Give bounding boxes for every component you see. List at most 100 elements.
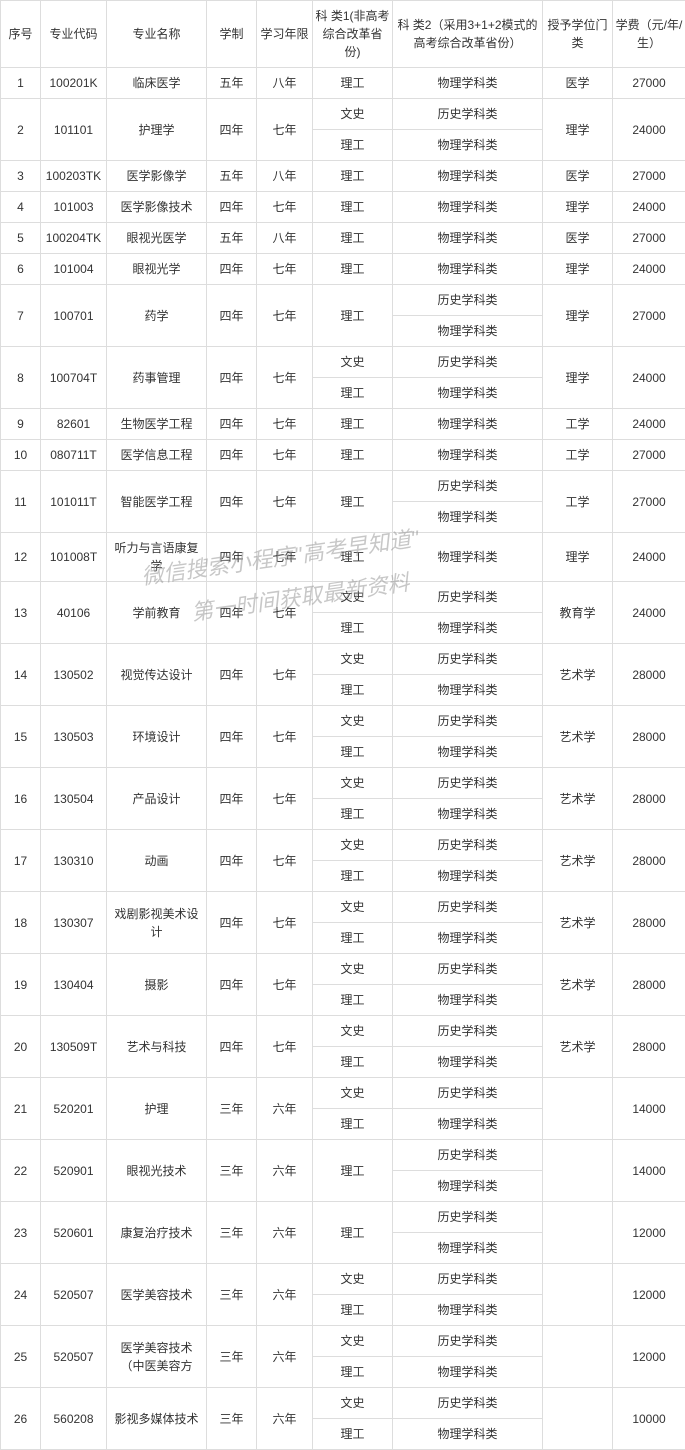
cell-fee: 12000: [613, 1326, 685, 1388]
cell-years: 七年: [257, 192, 313, 223]
cell-code: 130504: [41, 768, 107, 830]
cell-cat1: 理工: [313, 533, 393, 582]
cell-system: 四年: [207, 768, 257, 830]
cell-cat2: 历史学科类: [393, 347, 543, 378]
cell-degree: 工学: [543, 409, 613, 440]
cell-code: 101003: [41, 192, 107, 223]
cell-code: 130307: [41, 892, 107, 954]
cell-system: 四年: [207, 192, 257, 223]
cell-name: 护理: [107, 1078, 207, 1140]
table-row: 17130310动画四年七年文史历史学科类艺术学28000: [1, 830, 685, 861]
cell-system: 四年: [207, 99, 257, 161]
cell-name: 康复治疗技术: [107, 1202, 207, 1264]
cell-system: 四年: [207, 471, 257, 533]
cell-fee: 27000: [613, 471, 685, 533]
cell-cat2: 物理学科类: [393, 502, 543, 533]
table-row: 19130404摄影四年七年文史历史学科类艺术学28000: [1, 954, 685, 985]
cell-cat1: 理工: [313, 285, 393, 347]
cell-degree: [543, 1264, 613, 1326]
cell-system: 三年: [207, 1326, 257, 1388]
cell-years: 七年: [257, 440, 313, 471]
cell-degree: [543, 1140, 613, 1202]
cell-cat2: 历史学科类: [393, 768, 543, 799]
table-row: 3100203TK医学影像学五年八年理工物理学科类医学27000: [1, 161, 685, 192]
cell-cat2: 物理学科类: [393, 1357, 543, 1388]
cell-degree: 教育学: [543, 582, 613, 644]
cell-seq: 11: [1, 471, 41, 533]
cell-seq: 5: [1, 223, 41, 254]
cell-cat2: 历史学科类: [393, 1388, 543, 1419]
cell-degree: 医学: [543, 68, 613, 99]
cell-cat2: 历史学科类: [393, 644, 543, 675]
cell-system: 四年: [207, 706, 257, 768]
cell-seq: 4: [1, 192, 41, 223]
cell-cat1: 文史: [313, 892, 393, 923]
col-cat2: 科 类2（采用3+1+2模式的高考综合改革省份）: [393, 1, 543, 68]
cell-cat1: 理工: [313, 223, 393, 254]
cell-cat2: 物理学科类: [393, 378, 543, 409]
table-row: 5100204TK眼视光医学五年八年理工物理学科类医学27000: [1, 223, 685, 254]
cell-seq: 21: [1, 1078, 41, 1140]
col-code: 专业代码: [41, 1, 107, 68]
cell-fee: 24000: [613, 533, 685, 582]
cell-years: 七年: [257, 644, 313, 706]
cell-cat1: 理工: [313, 68, 393, 99]
cell-fee: 12000: [613, 1264, 685, 1326]
cell-cat2: 历史学科类: [393, 285, 543, 316]
cell-years: 七年: [257, 409, 313, 440]
cell-system: 三年: [207, 1264, 257, 1326]
table-row: 10080711T医学信息工程四年七年理工物理学科类工学27000: [1, 440, 685, 471]
cell-cat2: 物理学科类: [393, 1419, 543, 1450]
col-seq: 序号: [1, 1, 41, 68]
cell-seq: 8: [1, 347, 41, 409]
cell-name: 临床医学: [107, 68, 207, 99]
table-row: 1100201K临床医学五年八年理工物理学科类医学27000: [1, 68, 685, 99]
cell-cat2: 历史学科类: [393, 1264, 543, 1295]
cell-name: 智能医学工程: [107, 471, 207, 533]
cell-fee: 27000: [613, 161, 685, 192]
cell-cat2: 物理学科类: [393, 533, 543, 582]
table-row: 14130502视觉传达设计四年七年文史历史学科类艺术学28000: [1, 644, 685, 675]
cell-years: 六年: [257, 1264, 313, 1326]
cell-name: 影视多媒体技术: [107, 1388, 207, 1450]
cell-degree: 理学: [543, 285, 613, 347]
cell-years: 六年: [257, 1388, 313, 1450]
cell-system: 四年: [207, 409, 257, 440]
table-body: 1100201K临床医学五年八年理工物理学科类医学270002101101护理学…: [1, 68, 685, 1450]
cell-years: 七年: [257, 99, 313, 161]
cell-name: 学前教育: [107, 582, 207, 644]
cell-seq: 17: [1, 830, 41, 892]
cell-code: 100203TK: [41, 161, 107, 192]
cell-cat1: 文史: [313, 1264, 393, 1295]
cell-cat1: 理工: [313, 613, 393, 644]
cell-years: 八年: [257, 161, 313, 192]
cell-fee: 28000: [613, 1016, 685, 1078]
table-row: 23520601康复治疗技术三年六年理工历史学科类12000: [1, 1202, 685, 1233]
cell-degree: 艺术学: [543, 1016, 613, 1078]
cell-seq: 16: [1, 768, 41, 830]
table-header-row: 序号专业代码专业名称学制学习年限科 类1(非高考综合改革省份)科 类2（采用3+…: [1, 1, 685, 68]
cell-name: 眼视光医学: [107, 223, 207, 254]
majors-table: 序号专业代码专业名称学制学习年限科 类1(非高考综合改革省份)科 类2（采用3+…: [0, 0, 685, 1450]
cell-cat1: 文史: [313, 1326, 393, 1357]
table-row: 8100704T药事管理四年七年文史历史学科类理学24000: [1, 347, 685, 378]
cell-cat1: 文史: [313, 1078, 393, 1109]
cell-seq: 7: [1, 285, 41, 347]
cell-cat2: 物理学科类: [393, 316, 543, 347]
cell-system: 三年: [207, 1388, 257, 1450]
cell-name: 戏剧影视美术设计: [107, 892, 207, 954]
cell-name: 医学美容技术: [107, 1264, 207, 1326]
table-row: 12101008T听力与言语康复学四年七年理工物理学科类理学24000: [1, 533, 685, 582]
cell-code: 080711T: [41, 440, 107, 471]
cell-seq: 18: [1, 892, 41, 954]
cell-years: 七年: [257, 954, 313, 1016]
cell-system: 四年: [207, 1016, 257, 1078]
cell-fee: 24000: [613, 99, 685, 161]
cell-years: 六年: [257, 1202, 313, 1264]
cell-system: 五年: [207, 223, 257, 254]
cell-name: 眼视光技术: [107, 1140, 207, 1202]
cell-cat1: 文史: [313, 1016, 393, 1047]
cell-cat1: 文史: [313, 706, 393, 737]
cell-seq: 2: [1, 99, 41, 161]
cell-fee: 14000: [613, 1078, 685, 1140]
